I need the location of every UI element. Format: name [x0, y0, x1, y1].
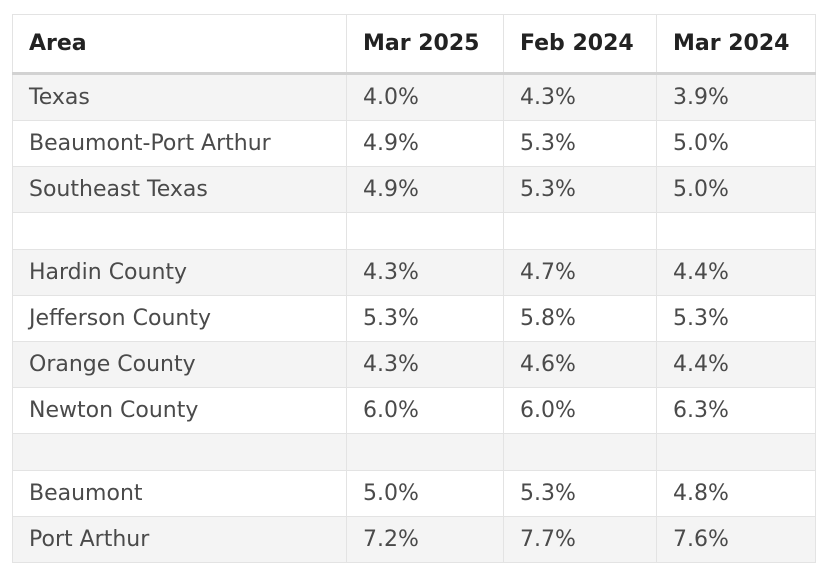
cell-feb-2024 [503, 433, 657, 471]
cell-feb-2024: 5.3% [503, 166, 657, 213]
cell-mar-2024: 5.0% [656, 120, 816, 167]
cell-area [12, 433, 347, 471]
table-row: Port Arthur 7.2% 7.7% 7.6% [12, 516, 816, 563]
table-row: Orange County 4.3% 4.6% 4.4% [12, 341, 816, 388]
cell-feb-2024: 5.8% [503, 295, 657, 342]
cell-feb-2024: 5.3% [503, 470, 657, 517]
cell-mar-2025: 4.3% [346, 249, 504, 296]
cell-mar-2024: 4.4% [656, 249, 816, 296]
cell-area: Hardin County [12, 249, 347, 296]
cell-mar-2024: 4.4% [656, 341, 816, 388]
cell-mar-2024: 4.8% [656, 470, 816, 517]
table-row: Beaumont-Port Arthur 4.9% 5.3% 5.0% [12, 120, 816, 167]
cell-area: Orange County [12, 341, 347, 388]
cell-feb-2024: 7.7% [503, 516, 657, 563]
table-row: Southeast Texas 4.9% 5.3% 5.0% [12, 166, 816, 213]
cell-feb-2024: 6.0% [503, 387, 657, 434]
cell-mar-2025: 5.3% [346, 295, 504, 342]
cell-mar-2024: 5.3% [656, 295, 816, 342]
table-row: Newton County 6.0% 6.0% 6.3% [12, 387, 816, 434]
cell-mar-2024: 3.9% [656, 73, 816, 121]
cell-mar-2025: 5.0% [346, 470, 504, 517]
spacer-row [12, 433, 816, 471]
cell-mar-2025 [346, 433, 504, 471]
header-feb-2024: Feb 2024 [503, 14, 657, 75]
cell-area: Jefferson County [12, 295, 347, 342]
cell-mar-2024: 7.6% [656, 516, 816, 563]
header-mar-2025: Mar 2025 [346, 14, 504, 75]
cell-mar-2024: 6.3% [656, 387, 816, 434]
header-row: Area Mar 2025 Feb 2024 Mar 2024 [12, 14, 816, 75]
header-area: Area [12, 14, 347, 75]
cell-area [12, 212, 347, 250]
cell-feb-2024: 4.7% [503, 249, 657, 296]
cell-mar-2025: 4.3% [346, 341, 504, 388]
table-header: Area Mar 2025 Feb 2024 Mar 2024 [12, 14, 816, 75]
cell-area: Southeast Texas [12, 166, 347, 213]
cell-area: Newton County [12, 387, 347, 434]
cell-feb-2024: 4.6% [503, 341, 657, 388]
cell-area: Beaumont [12, 470, 347, 517]
table-body: Texas 4.0% 4.3% 3.9% Beaumont-Port Arthu… [12, 73, 816, 563]
unemployment-rate-table: Area Mar 2025 Feb 2024 Mar 2024 Texas 4.… [12, 14, 816, 563]
header-mar-2024: Mar 2024 [656, 14, 816, 75]
cell-mar-2024: 5.0% [656, 166, 816, 213]
cell-area: Port Arthur [12, 516, 347, 563]
cell-area: Beaumont-Port Arthur [12, 120, 347, 167]
table-row: Hardin County 4.3% 4.7% 4.4% [12, 249, 816, 296]
spacer-row [12, 212, 816, 250]
cell-mar-2025: 4.9% [346, 120, 504, 167]
cell-mar-2025: 7.2% [346, 516, 504, 563]
table-row: Beaumont 5.0% 5.3% 4.8% [12, 470, 816, 517]
cell-mar-2024 [656, 433, 816, 471]
cell-mar-2025: 6.0% [346, 387, 504, 434]
cell-mar-2025: 4.0% [346, 73, 504, 121]
cell-feb-2024 [503, 212, 657, 250]
cell-mar-2025 [346, 212, 504, 250]
cell-area: Texas [12, 73, 347, 121]
table-row: Texas 4.0% 4.3% 3.9% [12, 73, 816, 121]
cell-mar-2024 [656, 212, 816, 250]
cell-feb-2024: 5.3% [503, 120, 657, 167]
cell-feb-2024: 4.3% [503, 73, 657, 121]
table-row: Jefferson County 5.3% 5.8% 5.3% [12, 295, 816, 342]
cell-mar-2025: 4.9% [346, 166, 504, 213]
